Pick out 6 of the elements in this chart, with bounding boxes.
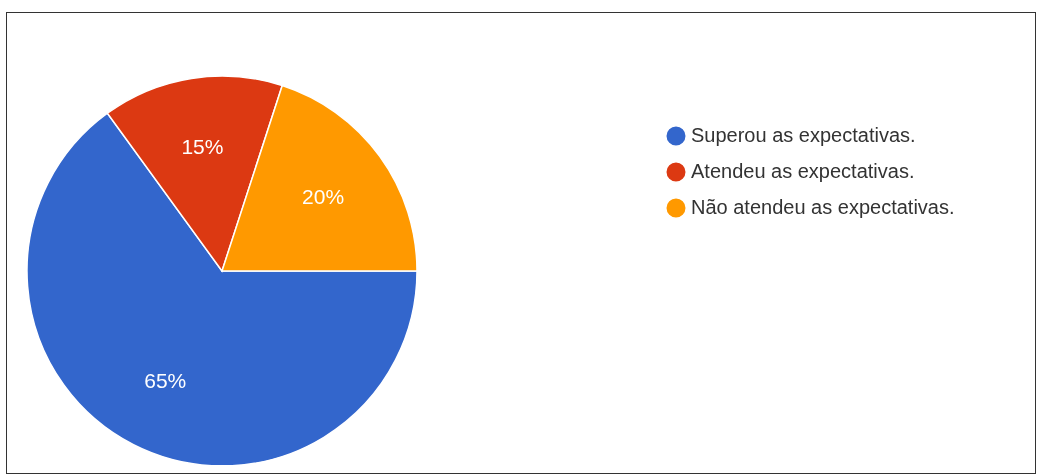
data-label: 15% [181, 134, 224, 158]
data-label: 65% [144, 369, 187, 393]
legend-label: Superou as expectativas. [691, 124, 916, 146]
legend-label: Não atendeu as expectativas. [691, 196, 955, 218]
legend-label: Atendeu as expectativas. [691, 160, 915, 182]
data-label: 20% [302, 184, 345, 208]
